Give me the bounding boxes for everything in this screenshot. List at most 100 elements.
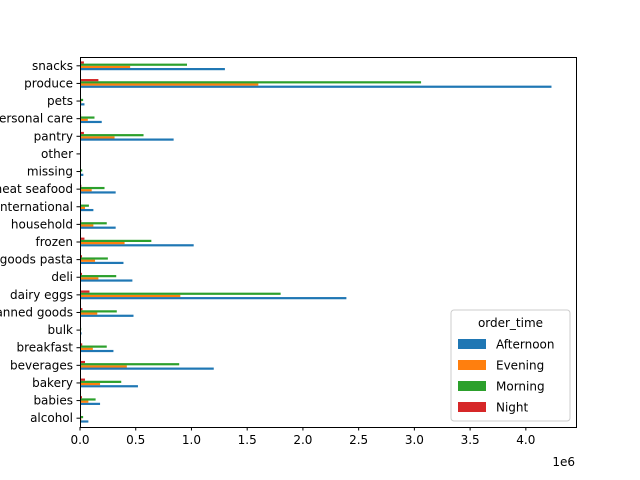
bar-missing-morning (80, 169, 83, 172)
bar-dairy-eggs-evening (80, 294, 181, 298)
bar-pets-morning (80, 98, 84, 102)
bar-meat-seafood-morning (80, 186, 105, 190)
bar-produce-morning (80, 81, 422, 84)
legend-swatch-night (458, 402, 486, 412)
y-tick-label: pets (47, 94, 73, 108)
bar-dairy-eggs-afternoon (80, 297, 347, 300)
bar-international-morning (80, 204, 89, 207)
bar-breakfast-evening (80, 347, 93, 350)
bar-household-evening (80, 224, 94, 227)
bar-deli-night (80, 272, 83, 276)
bar-snacks-night (80, 61, 84, 64)
y-tick-label: beverages (10, 358, 73, 372)
bar-babies-night (80, 396, 83, 399)
bar-breakfast-afternoon (80, 349, 114, 353)
bar-beverages-afternoon (80, 367, 214, 370)
bar-international-afternoon (80, 208, 94, 212)
y-tick-label: frozen (35, 235, 73, 249)
x-tick-label: 0.5 (126, 433, 145, 447)
bar-bakery-evening (80, 382, 101, 386)
y-tick-label: pantry (34, 129, 73, 143)
bar-frozen-night (80, 237, 85, 240)
bar-alcohol-afternoon (80, 420, 89, 423)
y-tick-label: personal care (0, 112, 73, 126)
y-tick-label: produce (24, 76, 73, 90)
bar-pantry-night (80, 131, 84, 135)
bar-alcohol-morning (80, 415, 84, 419)
bar-snacks-morning (80, 63, 188, 66)
bar-bakery-morning (80, 380, 122, 383)
bar-missing-afternoon (80, 173, 84, 176)
bar-frozen-morning (80, 239, 152, 242)
x-tick-label: 2.0 (293, 433, 312, 447)
bar-meat-seafood-evening (80, 189, 92, 192)
bar-pets-afternoon (80, 103, 85, 106)
legend-title: order_time (478, 316, 543, 330)
bar-beverages-evening (80, 365, 127, 368)
bar-canned-goods-morning (80, 310, 117, 313)
bar-dairy-eggs-morning (80, 292, 281, 295)
bar-meat-seafood-afternoon (80, 191, 116, 194)
legend-label-afternoon: Afternoon (496, 338, 555, 352)
y-tick-label: canned goods (0, 305, 73, 319)
y-tick-label: babies (33, 394, 73, 408)
bar-breakfast-night (80, 343, 83, 346)
y-tick-label: international (0, 200, 73, 214)
bar-snacks-afternoon (80, 68, 225, 71)
x-tick-label: 1.5 (238, 433, 257, 447)
y-tick-label: dry goods pasta (0, 253, 73, 267)
bar-deli-morning (80, 275, 117, 278)
bar-produce-evening (80, 83, 259, 86)
legend-label-morning: Morning (496, 380, 545, 394)
bar-international-evening (80, 206, 86, 209)
legend: order_time Afternoon Evening Morning Night (450, 309, 571, 422)
bar-produce-night (80, 79, 99, 82)
legend-swatch-evening (458, 360, 486, 370)
bar-personal-care-evening (80, 118, 88, 121)
legend-swatch-morning (458, 381, 486, 391)
bar-dry-goods-pasta-evening (80, 259, 96, 262)
bar-beverages-night (80, 360, 86, 364)
bar-pantry-afternoon (80, 138, 174, 141)
x-tick-label: 4.0 (516, 433, 535, 447)
bar-pantry-evening (80, 136, 115, 139)
y-tick-label: snacks (32, 59, 73, 73)
legend-swatch-afternoon (458, 339, 486, 349)
y-tick-label: meat seafood (0, 182, 73, 196)
legend-label-evening: Evening (496, 359, 544, 373)
y-tick-label: household (11, 217, 73, 231)
legend-label-night: Night (496, 401, 529, 415)
bar-personal-care-afternoon (80, 120, 102, 124)
x-offset-label: 1e6 (552, 455, 575, 469)
bar-deli-evening (80, 277, 99, 280)
y-tick-label: other (41, 147, 73, 161)
legend-entries: Afternoon Evening Morning Night (458, 338, 555, 415)
bar-frozen-afternoon (80, 244, 194, 247)
bar-dry-goods-pasta-afternoon (80, 261, 124, 265)
bar-dry-goods-pasta-night (80, 255, 83, 258)
bar-canned-goods-night (80, 308, 83, 311)
x-tick-label: 3.0 (405, 433, 424, 447)
bar-canned-goods-afternoon (80, 314, 134, 317)
bar-household-morning (80, 222, 107, 225)
bar-deli-afternoon (80, 279, 133, 282)
legend-frame (450, 309, 571, 422)
x-tick-label: 0.0 (70, 433, 89, 447)
y-tick-label: alcohol (30, 411, 73, 425)
bar-bakery-night (80, 378, 86, 381)
bar-breakfast-morning (80, 345, 107, 348)
bar-babies-evening (80, 400, 89, 403)
bar-babies-afternoon (80, 402, 101, 405)
bar-snacks-evening (80, 65, 131, 69)
plot-frame (80, 57, 577, 428)
x-tick-label: 2.5 (349, 433, 368, 447)
x-tick-label: 1.0 (182, 433, 201, 447)
y-tick-label: breakfast (16, 341, 73, 355)
x-axis: 0.0 0.5 1.0 1.5 2.0 2.5 3.0 3.5 4.0 (70, 427, 535, 447)
bar-personal-care-morning (80, 116, 95, 119)
bar-bakery-afternoon (80, 385, 138, 388)
bar-canned-goods-evening (80, 312, 98, 315)
y-tick-label: missing (27, 165, 73, 179)
bar-frozen-evening (80, 242, 125, 245)
